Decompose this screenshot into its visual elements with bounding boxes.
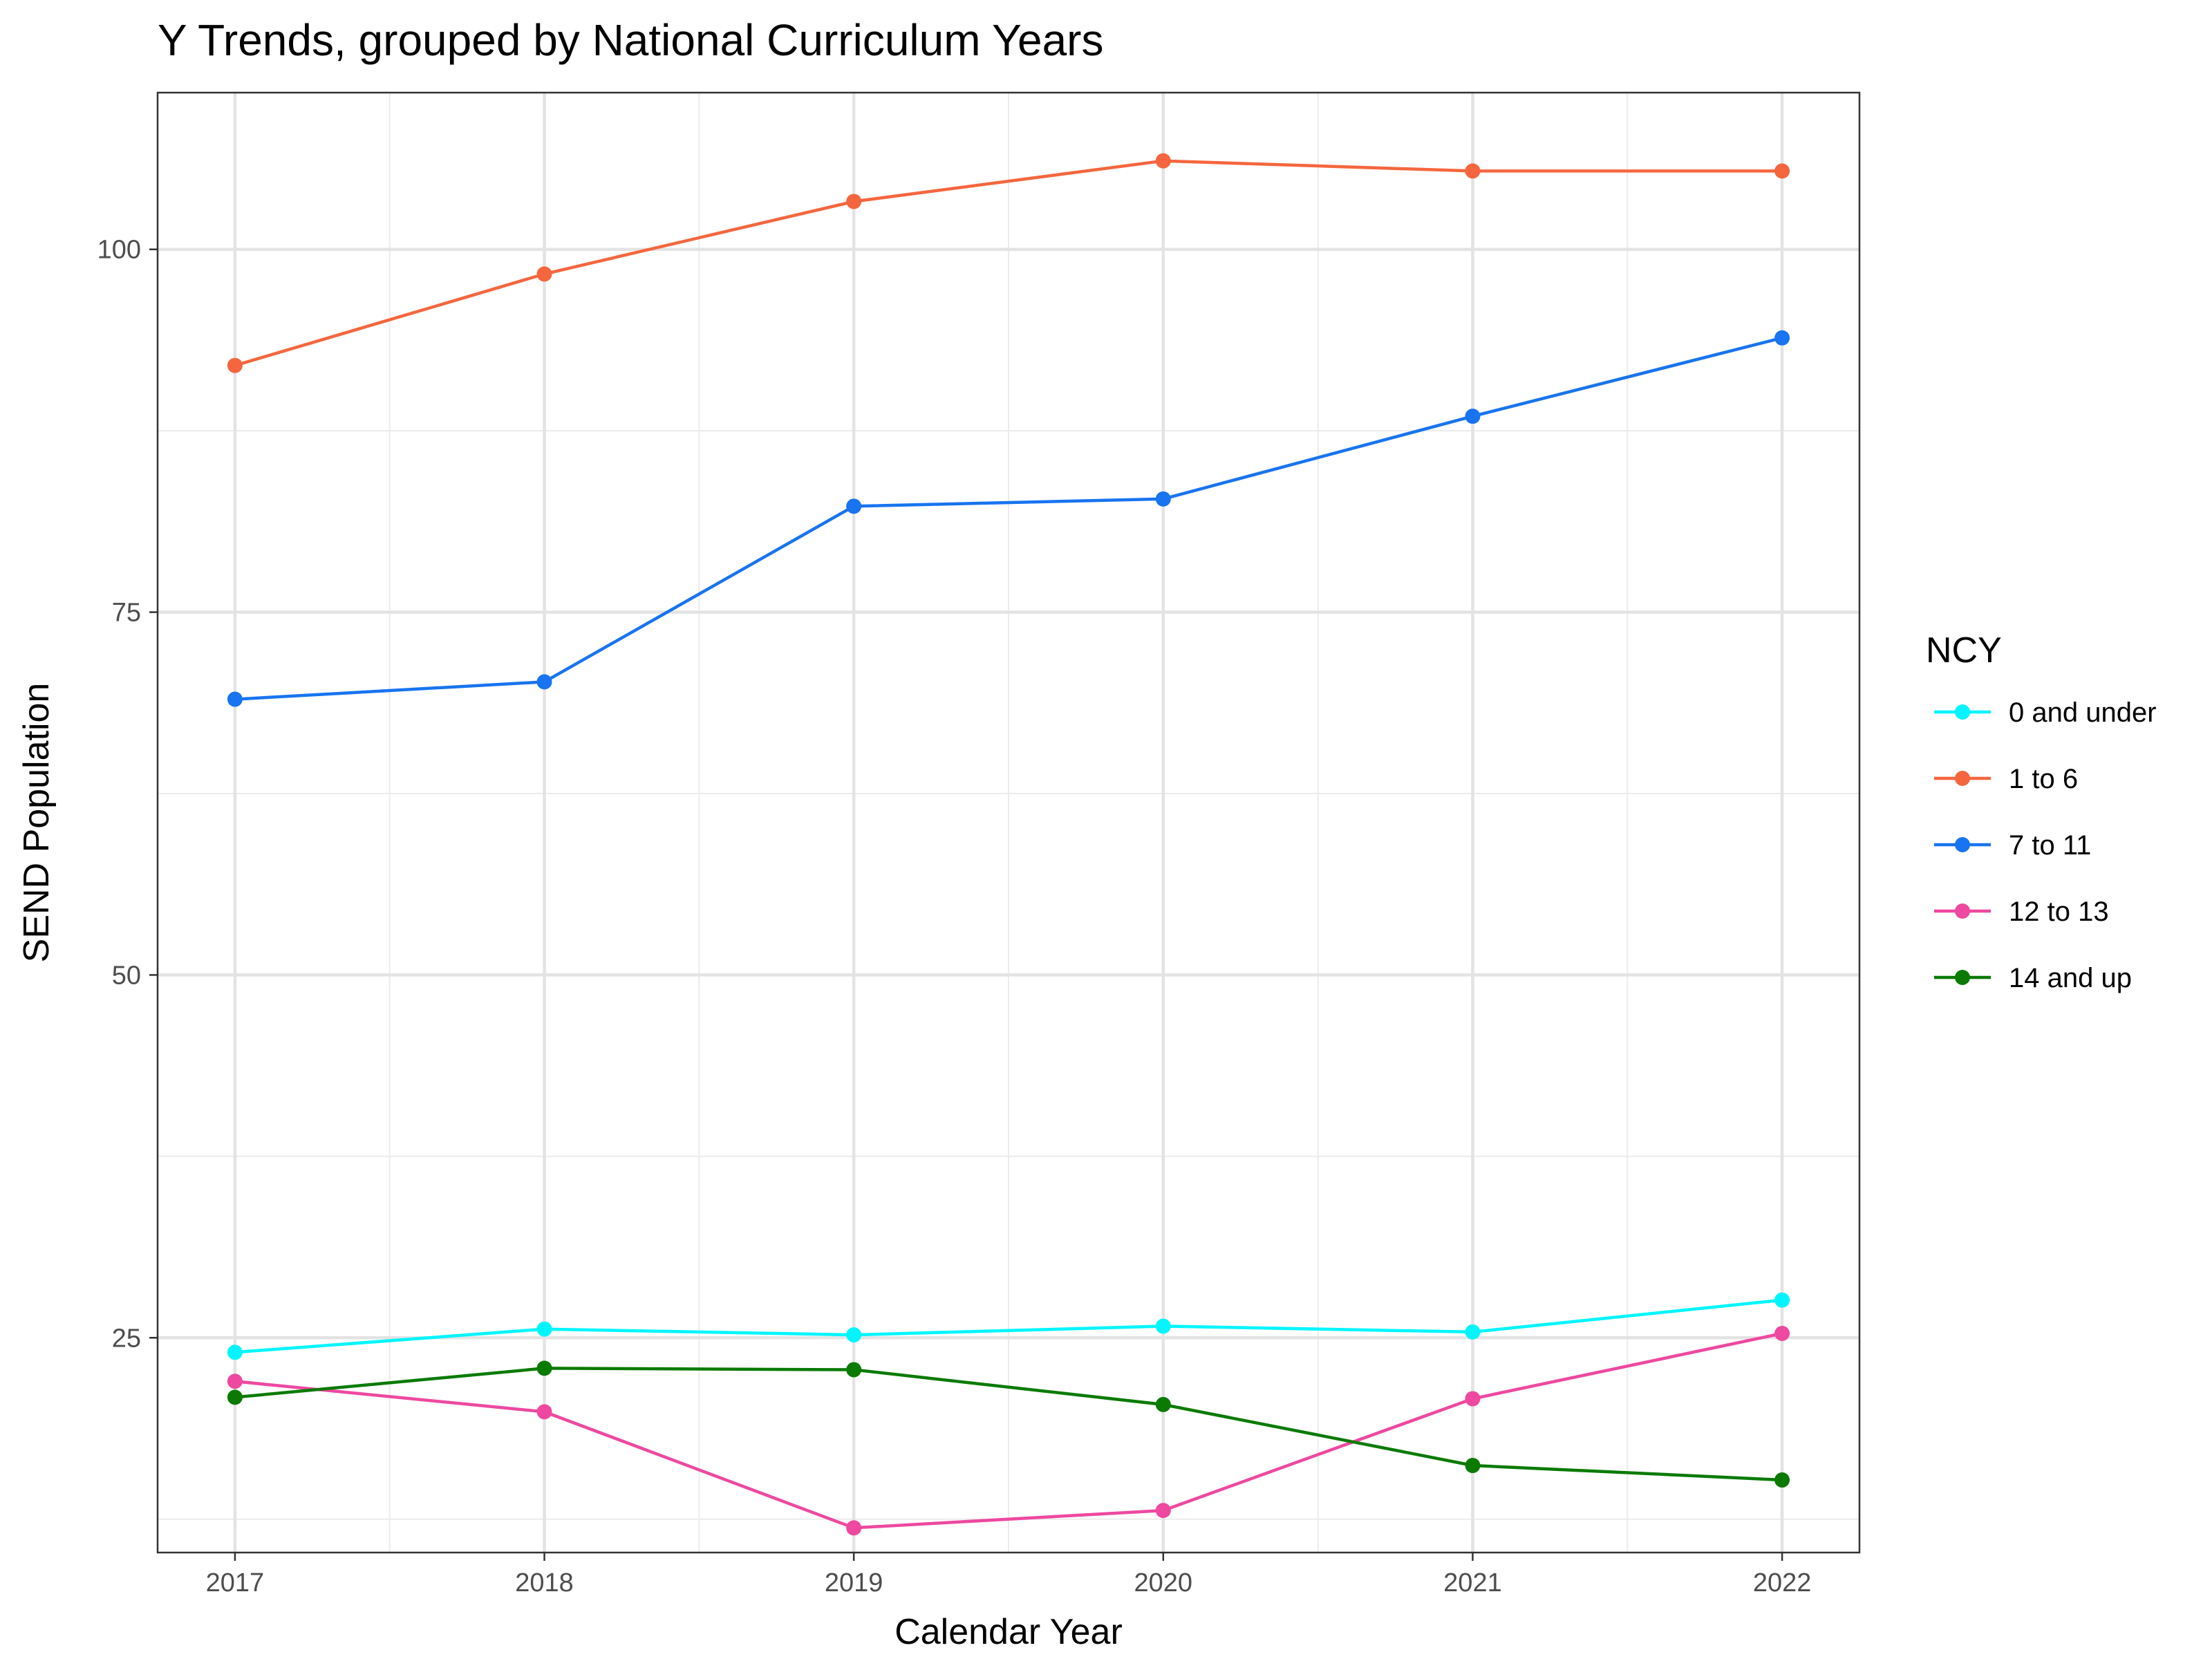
legend-key-point — [1955, 837, 1970, 852]
legend-title: NCY — [1926, 630, 2002, 671]
series-line-0-and-under — [234, 1298, 1783, 1354]
legend-item-1-to-6: 1 to 6 — [1934, 764, 2078, 794]
x-axis-title: Calendar Year — [894, 1612, 1123, 1652]
data-point-1-to-6 — [536, 266, 552, 282]
legend-key-point — [1955, 771, 1970, 786]
x-tick-label: 2019 — [825, 1568, 883, 1597]
data-point-12-to-13 — [227, 1374, 243, 1389]
legend-label: 7 to 11 — [2009, 830, 2091, 861]
plot-panel-border — [156, 91, 1861, 1554]
data-point-12-to-13 — [1155, 1503, 1171, 1519]
data-point-0-and-under — [1774, 1292, 1790, 1308]
data-point-0-and-under — [227, 1344, 243, 1360]
series-12-to-13 — [227, 1325, 1790, 1536]
data-point-7-to-11 — [1774, 330, 1790, 346]
data-point-7-to-11 — [227, 691, 243, 707]
data-point-1-to-6 — [1465, 163, 1481, 179]
series-line-12-to-13 — [234, 1331, 1783, 1530]
legend-label: 0 and under — [2009, 697, 2157, 728]
x-tick-label: 2021 — [1443, 1568, 1502, 1597]
data-point-12-to-13 — [1465, 1391, 1481, 1407]
y-tick-label: 100 — [97, 236, 141, 265]
legend-item-12-to-13: 12 to 13 — [1934, 897, 2109, 927]
series-layer — [227, 153, 1790, 1536]
series-1-to-6 — [227, 153, 1790, 373]
data-point-0-and-under — [1155, 1318, 1171, 1334]
data-point-0-and-under — [846, 1327, 862, 1343]
series-0-and-under — [227, 1292, 1790, 1360]
data-point-12-to-13 — [846, 1520, 862, 1536]
legend: NCY 0 and under 1 to 6 7 to 11 12 to 13 14 a… — [1926, 630, 2157, 993]
x-axis: 2017 2018 2019 2020 2021 2022 — [206, 1553, 1812, 1597]
data-point-1-to-6 — [227, 357, 243, 373]
series-line-7-to-11 — [234, 336, 1783, 701]
legend-key-point — [1955, 970, 1970, 985]
y-tick-label: 50 — [112, 961, 141, 990]
data-point-14-and-up — [1465, 1458, 1481, 1474]
legend-item-14-and-up: 14 and up — [1934, 963, 2132, 993]
series-line-14-and-up — [234, 1367, 1783, 1482]
data-point-14-and-up — [227, 1389, 243, 1405]
major-gridlines — [158, 93, 1859, 1553]
series-7-to-11 — [227, 330, 1790, 707]
data-point-1-to-6 — [1155, 153, 1171, 169]
legend-label: 1 to 6 — [2009, 764, 2078, 794]
series-14-and-up — [227, 1360, 1790, 1488]
y-tick-label: 25 — [112, 1324, 141, 1353]
data-point-14-and-up — [846, 1362, 862, 1378]
legend-key-point — [1955, 903, 1970, 919]
chart-title: Y Trends, grouped by National Curriculum… — [158, 15, 1103, 65]
x-tick-label: 2020 — [1134, 1568, 1193, 1597]
legend-item-0-and-under: 0 and under — [1934, 697, 2157, 728]
data-point-7-to-11 — [536, 674, 552, 690]
data-point-14-and-up — [536, 1360, 552, 1376]
data-point-14-and-up — [1774, 1472, 1790, 1488]
legend-label: 14 and up — [2009, 963, 2132, 993]
data-point-7-to-11 — [846, 498, 862, 514]
data-point-1-to-6 — [1774, 163, 1790, 179]
legend-key-point — [1955, 704, 1970, 720]
series-line-1-to-6 — [234, 159, 1783, 367]
data-point-12-to-13 — [1774, 1325, 1790, 1341]
data-point-14-and-up — [1155, 1396, 1171, 1412]
data-point-7-to-11 — [1155, 491, 1171, 507]
x-tick-label: 2018 — [515, 1568, 574, 1597]
y-axis-title: SEND Population — [17, 683, 57, 963]
data-point-0-and-under — [1465, 1324, 1481, 1340]
data-point-0-and-under — [536, 1321, 552, 1337]
y-tick-label: 75 — [112, 599, 141, 628]
legend-item-7-to-11: 7 to 11 — [1934, 830, 2091, 861]
x-tick-label: 2022 — [1753, 1568, 1812, 1597]
data-point-12-to-13 — [536, 1404, 552, 1420]
y-axis: 25 50 75 100 — [97, 236, 158, 1353]
data-point-7-to-11 — [1465, 409, 1481, 424]
legend-label: 12 to 13 — [2009, 897, 2109, 927]
data-point-1-to-6 — [846, 194, 862, 209]
x-tick-label: 2017 — [206, 1568, 265, 1597]
